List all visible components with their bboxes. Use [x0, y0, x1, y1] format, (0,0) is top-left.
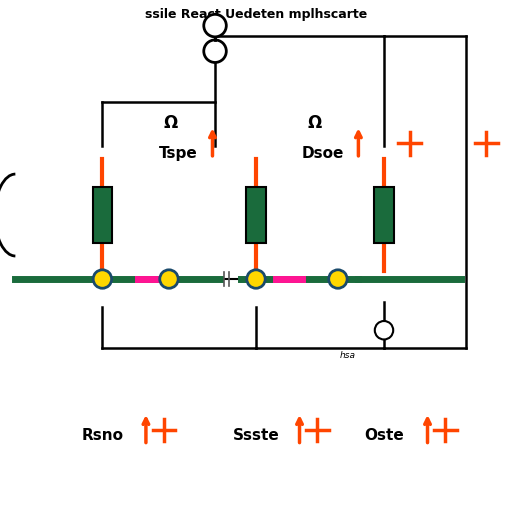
Text: Tspe: Tspe [159, 146, 198, 161]
Bar [93, 187, 112, 243]
Circle shape [247, 270, 265, 288]
Circle shape [204, 40, 226, 62]
Text: Oste: Oste [364, 428, 404, 443]
Circle shape [329, 270, 347, 288]
Circle shape [204, 14, 226, 37]
Bar [374, 187, 394, 243]
Text: ssile React Uedeten mplhscarte: ssile React Uedeten mplhscarte [145, 8, 367, 20]
Text: Ssste: Ssste [232, 428, 280, 443]
Circle shape [160, 270, 178, 288]
Text: Dsoe: Dsoe [302, 146, 345, 161]
Circle shape [375, 321, 393, 339]
Text: hsa: hsa [340, 351, 356, 360]
Circle shape [93, 270, 112, 288]
Text: Ω: Ω [164, 114, 178, 132]
Text: Rsno: Rsno [81, 428, 123, 443]
Text: Ω: Ω [307, 114, 322, 132]
Bar [246, 187, 266, 243]
